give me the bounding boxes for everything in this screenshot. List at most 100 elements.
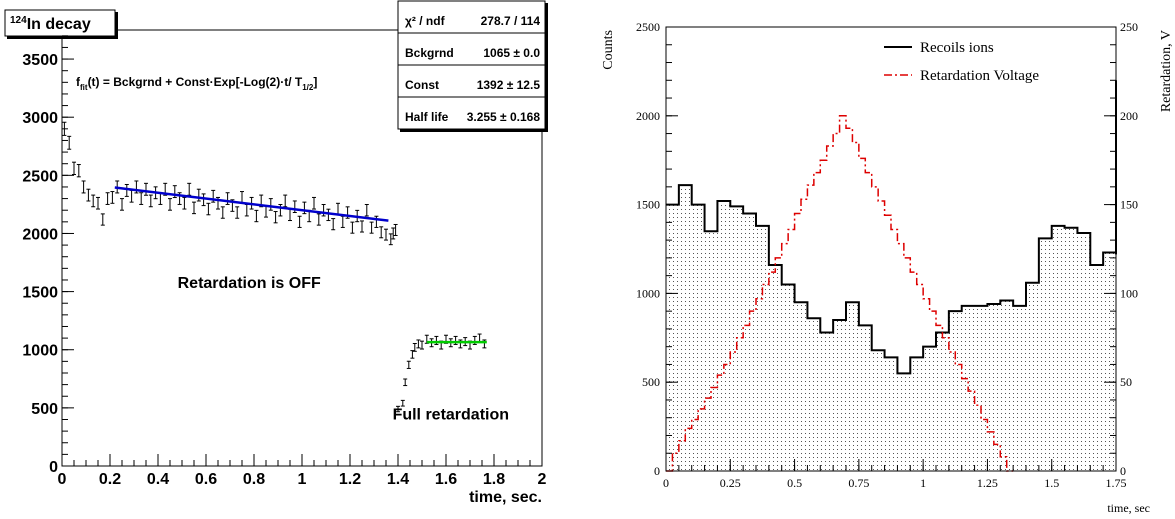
data-point: [393, 223, 398, 236]
data-point: [67, 135, 72, 150]
data-point: [403, 378, 408, 387]
fit-line-decay: [114, 186, 389, 222]
data-point: [168, 198, 172, 211]
data-point: [364, 203, 369, 217]
y2-tick-label: 50: [1120, 375, 1132, 389]
data-point: [196, 188, 201, 202]
stats-value: 3.255 ± 0.168: [467, 110, 541, 124]
data-point: [72, 161, 76, 176]
x-tick-label: 1.2: [339, 471, 361, 488]
y2-tick-label: 200: [1120, 109, 1138, 123]
left-chart: 124In decay ffit(t) = Bckgrnd + Const·Ex…: [4, 0, 548, 506]
data-point: [76, 164, 81, 178]
x-tick-label: 0: [58, 471, 67, 488]
data-point: [406, 360, 411, 369]
left-title-sup: 124: [10, 15, 27, 26]
data-point: [182, 196, 187, 210]
data-point: [129, 189, 134, 203]
x-tick-label: 0.2: [99, 471, 121, 488]
formula-mid: (t) = Bckgrnd + Const·Exp[-Log(2)·t/ T: [88, 75, 303, 89]
x-tick-label: 0.5: [787, 476, 802, 490]
data-point: [244, 203, 249, 217]
stats-label: Const: [405, 78, 439, 92]
formula-prefix: f: [76, 75, 81, 89]
stats-label: Half life: [405, 110, 449, 124]
data-point: [400, 399, 405, 407]
left-title-shadow: [115, 12, 118, 38]
y-tick-label: 500: [31, 401, 58, 418]
y2-tick-label: 250: [1120, 20, 1138, 34]
data-point: [144, 182, 148, 196]
left-title-shadow-bottom: [7, 36, 118, 39]
annotation-retardation-off: Retardation is OFF: [178, 275, 321, 292]
x-tick-label: 1: [298, 471, 307, 488]
stats-label: χ² / ndf: [405, 14, 446, 28]
y2-tick-label: 0: [1120, 464, 1126, 478]
y-tick-label: 1000: [636, 286, 660, 300]
data-point: [192, 201, 196, 215]
data-point: [254, 209, 259, 223]
recoils-fill: [666, 80, 1116, 471]
data-point: [388, 233, 393, 246]
y-tick-label: 500: [642, 375, 660, 389]
legend-label-voltage: Retardation Voltage: [920, 68, 1039, 84]
right-plot-frame: [665, 26, 1117, 472]
data-point: [331, 218, 336, 231]
x-tick-label: 1.6: [435, 471, 457, 488]
data-point: [312, 196, 316, 210]
formula-suffix: ]: [313, 75, 317, 89]
y-tick-label: 0: [654, 464, 660, 478]
left-xlabel: time, sec.: [469, 489, 542, 506]
x-tick-label: 0.4: [147, 471, 169, 488]
data-point: [416, 339, 421, 349]
x-tick-label: 1.8: [483, 471, 505, 488]
data-point: [340, 215, 345, 228]
data-point: [235, 206, 240, 219]
data-point: [81, 180, 86, 194]
right-legend: Recoils ions Retardation Voltage: [884, 40, 1039, 84]
formula-sub2: 1/2: [302, 83, 314, 92]
x-tick-label: 1.4: [387, 471, 409, 488]
data-point: [268, 198, 273, 211]
data-point: [297, 215, 302, 228]
fit-formula: ffit(t) = Bckgrnd + Const·Exp[-Log(2)·t/…: [76, 75, 317, 92]
left-title: 124In decay: [10, 15, 91, 33]
x-tick-label: 0.6: [195, 471, 217, 488]
x-tick-label: 0.75: [848, 476, 869, 490]
data-point: [91, 194, 96, 208]
data-point: [124, 184, 129, 197]
x-tick-label: 1.5: [1044, 476, 1059, 490]
data-point: [264, 205, 268, 218]
recoils-histogram-line: [666, 80, 1117, 375]
left-title-main: In decay: [27, 16, 91, 33]
x-tick-label: 1: [920, 476, 926, 490]
data-point: [225, 192, 230, 205]
x-tick-label: 2: [538, 471, 547, 488]
annotation-full-retardation: Full retardation: [393, 406, 509, 423]
data-point: [148, 194, 153, 208]
y-tick-label: 2000: [636, 109, 660, 123]
right-ylabel: Counts: [601, 30, 616, 70]
data-point: [412, 343, 417, 352]
y2-tick-label: 100: [1120, 286, 1138, 300]
data-point: [396, 405, 400, 413]
right-xlabel: time, sec: [1107, 501, 1150, 515]
data-point: [206, 202, 211, 216]
data-point: [369, 221, 374, 234]
y-tick-label: 2000: [22, 226, 58, 243]
y2-tick-label: 150: [1120, 198, 1138, 212]
data-point: [96, 196, 100, 210]
legend-label-recoils: Recoils ions: [920, 40, 994, 56]
data-point: [288, 208, 292, 222]
data-point: [62, 121, 67, 136]
data-point: [201, 193, 206, 207]
data-point: [105, 192, 110, 205]
data-point: [316, 213, 321, 226]
y-tick-label: 3500: [22, 52, 58, 69]
data-point: [379, 226, 384, 239]
data-point: [139, 192, 144, 205]
data-point: [283, 194, 288, 208]
y-tick-label: 2500: [636, 20, 660, 34]
stats-value: 1065 ± 0.0: [483, 46, 540, 60]
